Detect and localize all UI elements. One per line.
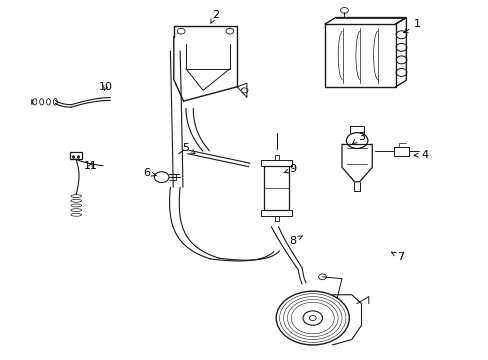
Text: 9: 9 [284, 164, 296, 174]
Text: 3: 3 [352, 132, 364, 144]
Text: 1: 1 [403, 19, 420, 33]
Bar [261, 211, 292, 216]
Text: 6: 6 [143, 168, 156, 178]
Text: 8: 8 [289, 236, 302, 246]
Text: 5: 5 [182, 143, 195, 154]
Bar [264, 166, 289, 211]
Text: 2: 2 [210, 10, 218, 23]
Text: 10: 10 [98, 82, 112, 92]
Bar [70, 152, 81, 159]
Text: 4: 4 [413, 150, 427, 160]
Bar [261, 160, 292, 166]
Text: 11: 11 [84, 161, 98, 171]
Text: 7: 7 [391, 252, 403, 262]
